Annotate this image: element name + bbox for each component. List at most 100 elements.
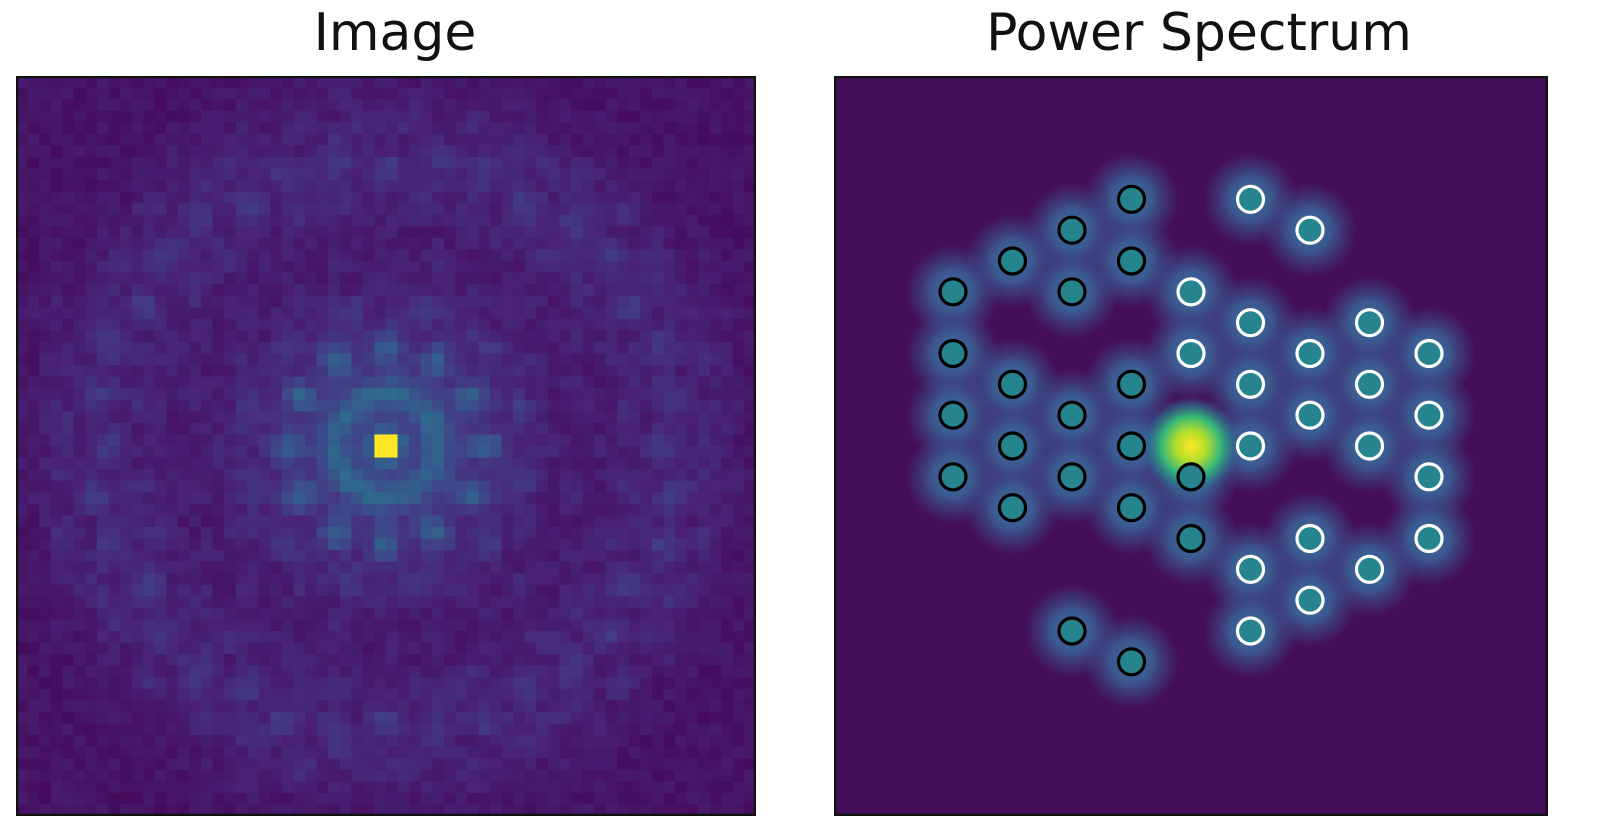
image-pixel <box>50 446 63 458</box>
image-pixel <box>258 688 271 701</box>
image-pixel <box>96 353 109 366</box>
image-pixel <box>108 110 121 123</box>
image-pixel <box>709 133 722 146</box>
image-pixel <box>143 642 156 655</box>
image-pixel <box>39 87 52 100</box>
image-pixel <box>50 480 63 493</box>
image-pixel <box>698 330 711 343</box>
image-pixel <box>663 607 676 620</box>
image-pixel <box>62 457 75 470</box>
image-pixel <box>362 665 375 678</box>
image-pixel <box>675 110 688 123</box>
image-pixel <box>62 110 75 123</box>
image-pixel <box>351 677 364 690</box>
image-pixel <box>594 76 607 88</box>
image-pixel <box>374 261 387 273</box>
image-pixel <box>524 422 537 435</box>
image-pixel <box>27 434 40 447</box>
image-pixel <box>224 388 237 401</box>
image-pixel <box>339 492 352 505</box>
image-pixel <box>524 261 537 273</box>
image-pixel <box>420 284 433 297</box>
image-pixel <box>85 99 98 112</box>
image-pixel <box>189 769 202 782</box>
image-pixel <box>247 792 260 805</box>
image-pixel <box>698 631 711 643</box>
image-pixel <box>189 480 202 493</box>
image-pixel <box>501 804 514 816</box>
image-pixel <box>177 422 190 435</box>
image-pixel <box>675 526 688 539</box>
image-pixel <box>374 272 387 285</box>
image-pixel <box>27 596 40 609</box>
image-pixel <box>386 619 398 632</box>
image-pixel <box>305 284 318 297</box>
image-pixel <box>96 76 109 88</box>
image-pixel <box>316 203 329 216</box>
image-pixel <box>374 723 387 736</box>
image-pixel <box>409 758 422 771</box>
image-pixel <box>85 781 98 794</box>
image-pixel <box>386 237 398 250</box>
image-pixel <box>316 295 329 308</box>
image-pixel <box>397 214 410 227</box>
image-pixel <box>524 584 537 597</box>
image-pixel <box>270 191 283 204</box>
image-pixel <box>455 330 468 343</box>
image-pixel <box>73 318 86 331</box>
image-pixel <box>305 642 318 655</box>
image-pixel <box>721 804 734 816</box>
image-pixel <box>258 550 271 563</box>
image-pixel <box>513 584 526 597</box>
image-pixel <box>73 781 86 794</box>
image-pixel <box>675 492 688 505</box>
image-pixel <box>651 700 664 713</box>
image-pixel <box>409 180 422 193</box>
image-pixel <box>732 457 745 470</box>
image-pixel <box>131 746 144 759</box>
image-pixel <box>744 758 756 771</box>
image-pixel <box>686 503 699 516</box>
image-pixel <box>397 480 410 493</box>
image-pixel <box>732 110 745 123</box>
image-pixel <box>628 711 641 724</box>
image-pixel <box>594 573 607 586</box>
image-pixel <box>177 503 190 516</box>
image-pixel <box>559 295 572 308</box>
image-pixel <box>744 110 756 123</box>
image-pixel <box>640 110 653 123</box>
image-pixel <box>189 87 202 100</box>
image-pixel <box>628 584 641 597</box>
image-pixel <box>524 631 537 643</box>
image-pixel <box>85 399 98 412</box>
image-pixel <box>328 688 341 701</box>
image-pixel <box>732 515 745 528</box>
black-peak-marker <box>1057 277 1087 307</box>
image-pixel <box>328 631 341 643</box>
image-pixel <box>443 133 456 146</box>
image-pixel <box>420 457 433 470</box>
image-pixel <box>201 214 213 227</box>
image-pixel <box>305 434 318 447</box>
image-pixel <box>698 654 711 667</box>
image-pixel <box>166 596 179 609</box>
image-pixel <box>397 156 410 169</box>
image-pixel <box>62 654 75 667</box>
image-pixel <box>536 261 549 273</box>
image-pixel <box>120 422 133 435</box>
image-pixel <box>281 214 294 227</box>
image-pixel <box>154 434 167 447</box>
image-pixel <box>732 746 745 759</box>
image-pixel <box>201 758 213 771</box>
image-pixel <box>409 677 422 690</box>
image-pixel <box>536 145 549 158</box>
image-pixel <box>143 654 156 667</box>
image-pixel <box>698 110 711 123</box>
image-pixel <box>270 226 283 239</box>
image-pixel <box>582 99 595 112</box>
image-pixel <box>247 457 260 470</box>
image-pixel <box>108 665 121 678</box>
image-pixel <box>189 631 202 643</box>
image-pixel <box>455 619 468 632</box>
image-pixel <box>524 665 537 678</box>
